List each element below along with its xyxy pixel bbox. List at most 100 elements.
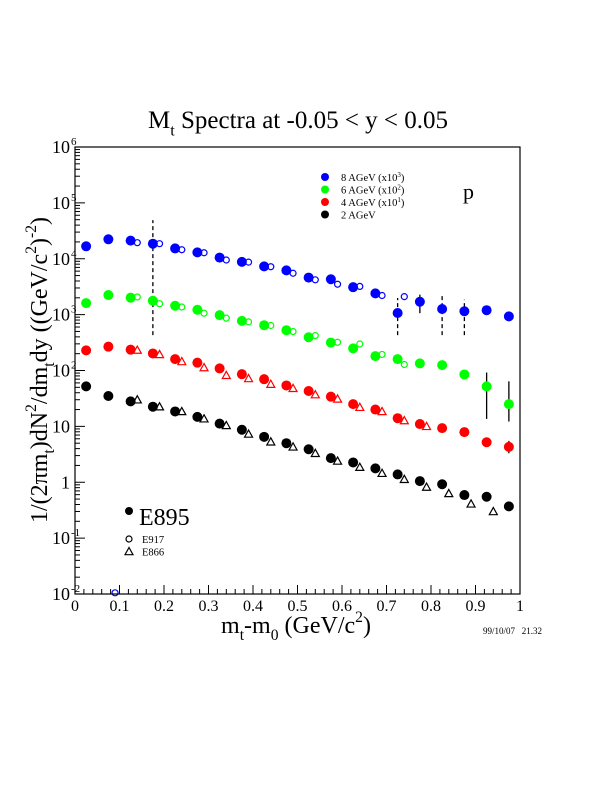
data-point-e895-8-agev-x10-3: [503, 311, 514, 322]
y-tick-label: 10: [52, 584, 70, 604]
text-run: (GeV/c: [279, 613, 356, 639]
data-point-e895-8-agev-x10-3: [414, 296, 425, 307]
x-tick-label: 0.4: [243, 598, 263, 615]
legend-marker: [321, 210, 329, 219]
x-tick-label: 0.7: [377, 598, 397, 615]
data-point-e895-2-agev: [192, 411, 203, 422]
data-point-e895-4-agev-x10-1: [348, 399, 359, 410]
data-point-e895-2-agev: [259, 431, 270, 442]
y-tick-label-exponent: -1: [71, 527, 80, 539]
data-point-e895-2-agev: [103, 390, 114, 401]
data-point-e895-2-agev: [481, 491, 492, 502]
data-point-e866-2-agev: [288, 441, 299, 451]
data-point-e895-2-agev: [147, 401, 158, 412]
data-point-e895-8-agev-x10-3: [125, 235, 136, 246]
legend-marker: [321, 173, 329, 181]
x-tick-label: 0.3: [199, 598, 219, 615]
y-tick-label: 10: [52, 416, 70, 436]
data-point-e895-6-agev-x10-2: [459, 369, 470, 380]
x-tick-label: 0.9: [466, 598, 486, 615]
data-point-e866-4-agev-x10-1: [399, 415, 410, 425]
subscript: 0: [271, 627, 279, 644]
x-tick-label: 1: [516, 598, 524, 615]
data-point-e895-6-agev-x10-2: [370, 351, 381, 362]
particle-annotation: p: [463, 179, 474, 204]
data-point-e895-6-agev-x10-2: [192, 304, 203, 315]
data-point-e895-2-agev: [437, 479, 448, 490]
data-point-e866-4-agev-x10-1: [243, 373, 254, 383]
data-point-e917-8-agev-x10-3: [111, 589, 119, 597]
data-point-e866-2-agev: [354, 461, 365, 471]
data-point-e895-6-agev-x10-2: [103, 290, 114, 301]
data-point-e917-6-agev-x10-2: [356, 340, 364, 348]
data-point-e895-8-agev-x10-3: [214, 252, 225, 263]
legend-marker: [321, 185, 329, 194]
data-point-e895-8-agev-x10-3: [236, 256, 247, 267]
data-point-e866-4-agev-x10-1: [176, 356, 187, 366]
data-point-e895-2-agev: [325, 453, 336, 464]
text-run: Spectra at -0.05 < y < 0.05: [175, 107, 448, 134]
legend-label-exponent: 1: [397, 196, 401, 204]
data-point-e895-2-agev: [370, 463, 381, 474]
data-point-e917-6-agev-x10-2: [400, 360, 408, 369]
x-tick-label: 0.6: [332, 598, 352, 615]
legend-label-exponent: 2: [397, 184, 401, 192]
data-point-e866-2-agev: [243, 428, 254, 438]
y-tick-label: 10: [52, 528, 70, 548]
data-point-e895-4-agev-x10-1: [259, 374, 270, 385]
data-point-e895-2-agev: [281, 438, 292, 449]
data-point-e895-8-agev-x10-3: [370, 288, 381, 299]
data-point-e895-4-agev-x10-1: [125, 344, 136, 355]
data-point-e895-8-agev-x10-3: [81, 241, 92, 252]
data-point-e895-8-agev-x10-3: [281, 265, 292, 276]
legend-label-text: ): [401, 186, 405, 197]
data-point-e895-4-agev-x10-1: [147, 348, 158, 359]
data-point-e895-4-agev-x10-1: [81, 345, 92, 356]
y-tick-label-exponent: -2: [71, 583, 80, 595]
data-point-e895-6-agev-x10-2: [437, 360, 448, 371]
legend-label-text: 8 AGeV (x10: [341, 173, 397, 184]
legend-label-exponent: 3: [397, 171, 401, 179]
y-tick-label-exponent: 2: [71, 360, 77, 372]
y-tick-label-exponent: 6: [71, 136, 77, 148]
data-point-e895-8-agev-x10-3: [147, 238, 158, 249]
legend-marker: [125, 535, 133, 543]
legend-label: 4 AGeV (x101): [341, 196, 405, 209]
data-point-e895-2-agev: [214, 418, 225, 429]
data-point-e895-4-agev-x10-1: [325, 391, 336, 402]
data-point-e866-4-agev-x10-1: [221, 370, 232, 380]
data-point-e866-2-agev: [132, 394, 143, 404]
data-point-e895-8-agev-x10-3: [103, 234, 114, 245]
x-tick-label: 0.5: [288, 598, 308, 615]
data-point-e866-2-agev: [377, 467, 388, 478]
timestamp: 99/10/07 21.32: [483, 626, 542, 636]
subscript: t: [41, 362, 58, 367]
data-point-e895-6-agev-x10-2: [392, 354, 403, 365]
data-point-e895-8-agev-x10-3: [170, 243, 181, 254]
x-tick-label: 0.2: [154, 598, 174, 615]
subscript: t: [240, 627, 245, 644]
legend-label: E866: [142, 548, 164, 559]
text-run: /dm: [27, 366, 53, 404]
y-tick-label: 10: [52, 305, 70, 325]
legend-label-text: ): [401, 198, 405, 209]
data-point-e917-6-agev-x10-2: [200, 309, 208, 317]
legend-experiment: E895 E917 E866: [123, 505, 190, 559]
text-run: )dN: [27, 412, 53, 449]
text-run: m: [221, 613, 240, 639]
data-point-e895-4-agev-x10-1: [481, 437, 492, 448]
data-point-e866-2-agev: [488, 506, 499, 516]
data-point-e895-2-agev: [414, 476, 425, 487]
text-run: 1/(2πm: [27, 453, 53, 523]
legend-label-text: 6 AGeV (x10: [341, 186, 397, 197]
data-point-e895-8-agev-x10-3: [192, 247, 203, 258]
data-point-e895-4-agev-x10-1: [437, 423, 448, 434]
data-point-e895-6-agev-x10-2: [236, 315, 247, 326]
data-point-e895-2-agev: [236, 424, 247, 435]
data-point-e895-6-agev-x10-2: [214, 310, 225, 321]
superscript: 2: [355, 609, 363, 626]
legend-label: E917: [142, 535, 164, 546]
subscript: t: [41, 449, 58, 454]
plot-frame: [74, 146, 521, 595]
